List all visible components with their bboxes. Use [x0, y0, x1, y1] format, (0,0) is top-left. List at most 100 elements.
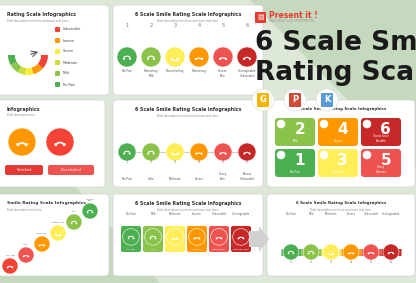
Text: Satisfied: Satisfied — [16, 168, 32, 172]
Circle shape — [2, 258, 18, 274]
Circle shape — [303, 244, 319, 260]
Text: Infographics: Infographics — [7, 107, 41, 112]
FancyBboxPatch shape — [275, 149, 315, 177]
Text: Mild: Mild — [150, 212, 156, 216]
Circle shape — [25, 143, 28, 146]
Text: 1: 1 — [126, 160, 128, 164]
FancyBboxPatch shape — [113, 194, 263, 276]
Text: Severe: Severe — [194, 177, 203, 181]
Text: Severe: Severe — [63, 50, 74, 53]
Text: ▤: ▤ — [257, 14, 264, 20]
Text: 6 Scale Smile Rating Scale Infographics: 6 Scale Smile Rating Scale Infographics — [296, 201, 386, 205]
FancyBboxPatch shape — [121, 226, 141, 252]
Text: 5: 5 — [221, 23, 225, 28]
Circle shape — [383, 244, 399, 260]
Circle shape — [177, 153, 179, 155]
Circle shape — [225, 58, 227, 60]
Circle shape — [166, 143, 184, 161]
Text: Intense
Pain: Intense Pain — [86, 199, 94, 201]
Circle shape — [367, 155, 369, 156]
Circle shape — [15, 42, 41, 68]
Circle shape — [343, 244, 359, 260]
Text: P: P — [292, 95, 298, 104]
Text: Little: Little — [148, 177, 154, 181]
Text: Distressing: Distressing — [51, 222, 64, 223]
Text: 5: 5 — [381, 153, 391, 168]
Text: 1: 1 — [126, 23, 129, 28]
Circle shape — [324, 124, 326, 125]
Text: Pain: Pain — [72, 211, 77, 212]
Text: No Pain: No Pain — [122, 69, 132, 73]
Text: Brief description text here and more text here: Brief description text here and more tex… — [310, 208, 371, 212]
Text: Severe: Severe — [347, 212, 356, 216]
Text: Rating Scale: Rating Scale — [255, 60, 416, 86]
Circle shape — [348, 252, 349, 254]
Circle shape — [129, 153, 131, 155]
Circle shape — [243, 153, 245, 155]
Circle shape — [165, 47, 185, 67]
Circle shape — [368, 252, 369, 254]
Circle shape — [279, 124, 280, 125]
Text: No Pain: No Pain — [5, 255, 15, 256]
Circle shape — [176, 237, 178, 239]
Circle shape — [312, 252, 314, 254]
Circle shape — [214, 143, 232, 161]
Circle shape — [129, 58, 131, 60]
Circle shape — [92, 212, 93, 213]
Text: Intense: Intense — [193, 249, 201, 250]
Circle shape — [219, 153, 221, 155]
Circle shape — [34, 236, 50, 252]
Text: Dissatisfied: Dissatisfied — [61, 168, 81, 172]
Circle shape — [213, 47, 233, 67]
Text: Mild: Mild — [63, 72, 69, 76]
Text: 4: 4 — [198, 23, 201, 28]
Text: 6: 6 — [245, 23, 249, 28]
Text: Brief description text here and more text here: Brief description text here and more tex… — [7, 19, 68, 23]
Circle shape — [284, 89, 306, 111]
Circle shape — [219, 58, 221, 60]
FancyBboxPatch shape — [55, 38, 60, 43]
Text: Intense
Pain: Intense Pain — [218, 69, 228, 78]
Text: 2: 2 — [149, 23, 153, 28]
Text: Severe: Severe — [334, 139, 342, 143]
FancyBboxPatch shape — [55, 82, 60, 87]
Text: No Pain: No Pain — [286, 212, 296, 216]
FancyBboxPatch shape — [321, 93, 333, 107]
Text: No Pain: No Pain — [126, 212, 136, 216]
Circle shape — [238, 143, 256, 161]
Circle shape — [8, 128, 36, 156]
Text: 1: 1 — [295, 153, 305, 168]
Circle shape — [87, 212, 89, 213]
Circle shape — [16, 143, 19, 146]
Circle shape — [12, 267, 13, 268]
Circle shape — [117, 47, 137, 67]
Circle shape — [249, 153, 251, 155]
Text: 5: 5 — [222, 160, 224, 164]
FancyBboxPatch shape — [55, 60, 60, 65]
Circle shape — [220, 237, 223, 239]
Circle shape — [288, 252, 290, 254]
Circle shape — [320, 120, 328, 128]
Circle shape — [322, 124, 324, 125]
Circle shape — [153, 153, 155, 155]
Circle shape — [323, 244, 339, 260]
Text: Present it !: Present it ! — [269, 11, 318, 20]
Text: Unbearable: Unbearable — [363, 212, 379, 216]
Polygon shape — [32, 64, 43, 74]
Text: Moderate: Moderate — [169, 212, 181, 216]
Circle shape — [153, 58, 155, 60]
Circle shape — [277, 151, 285, 159]
Text: 4: 4 — [350, 260, 352, 264]
Text: 3: 3 — [174, 160, 176, 164]
Circle shape — [249, 58, 251, 60]
Text: Moderate: Moderate — [332, 170, 344, 174]
Circle shape — [7, 267, 8, 268]
Text: Grand Scale
Possible: Grand Scale Possible — [373, 134, 389, 143]
Circle shape — [316, 89, 338, 111]
Text: No Pain: No Pain — [126, 249, 136, 250]
Circle shape — [372, 252, 374, 254]
Text: 6 Scale Smile Rating Scale Infographics: 6 Scale Smile Rating Scale Infographics — [135, 12, 241, 17]
Text: Unimaginable
Unbearable: Unimaginable Unbearable — [238, 69, 256, 78]
Text: 3: 3 — [173, 23, 176, 28]
Text: Brief description text: Brief description text — [7, 113, 35, 117]
